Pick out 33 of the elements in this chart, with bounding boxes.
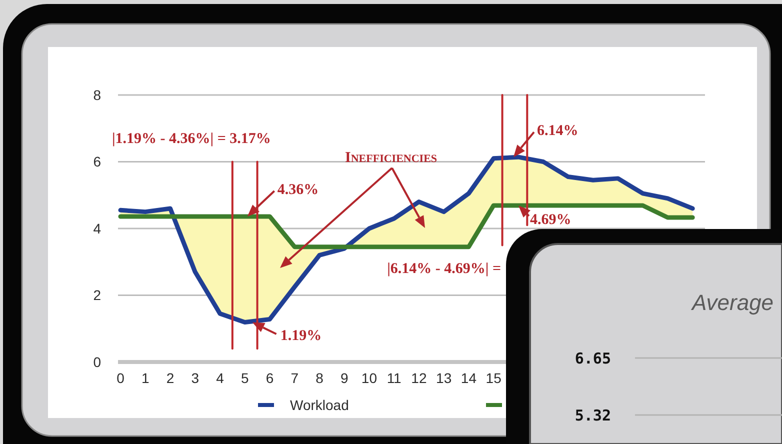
annotation: 4.36% [277, 182, 319, 198]
x-tick-label: 1 [141, 370, 150, 386]
annotation: |1.19% - 4.36%| = 3.17% [112, 131, 271, 147]
annotation: 1.19% [280, 328, 322, 344]
x-tick-label: 5 [240, 370, 249, 386]
x-tick-label: 0 [116, 370, 125, 386]
x-tick-label: 14 [460, 370, 477, 386]
x-tick-label: 12 [411, 370, 427, 386]
line-series [118, 203, 695, 250]
y-tick-label: 2 [93, 287, 102, 304]
x-tick-label: 13 [436, 370, 452, 386]
x-tick-label: 2 [166, 370, 174, 386]
y-tick-label: 0 [93, 354, 102, 370]
legend-label: Workload [290, 396, 349, 413]
x-tick-label: 3 [191, 370, 200, 386]
x-tick-label: 11 [386, 370, 402, 386]
y-tick-label: 6.65 [574, 349, 611, 368]
annotation: |6.14% - 4.69%| = [387, 261, 501, 277]
x-tick-label: 9 [340, 370, 348, 386]
y-tick-label: 5.32 [574, 406, 611, 424]
x-tick-label: 7 [290, 370, 299, 386]
x-tick-label: 8 [316, 370, 324, 386]
y-tick-label: 8 [93, 86, 102, 103]
annotation: INEFFICIENCIES [345, 150, 438, 166]
x-tick-label: 15 [486, 370, 502, 386]
y-tick-label: 6 [93, 154, 102, 170]
annotation: 6.14% [536, 123, 578, 140]
x-tick-label: 10 [361, 370, 378, 386]
annotation: 4.69% [530, 212, 572, 228]
chart-title: Average [690, 290, 774, 315]
x-tick-label: 4 [216, 370, 224, 386]
x-tick-label: 6 [266, 370, 274, 386]
y-tick-label: 4 [93, 220, 102, 236]
